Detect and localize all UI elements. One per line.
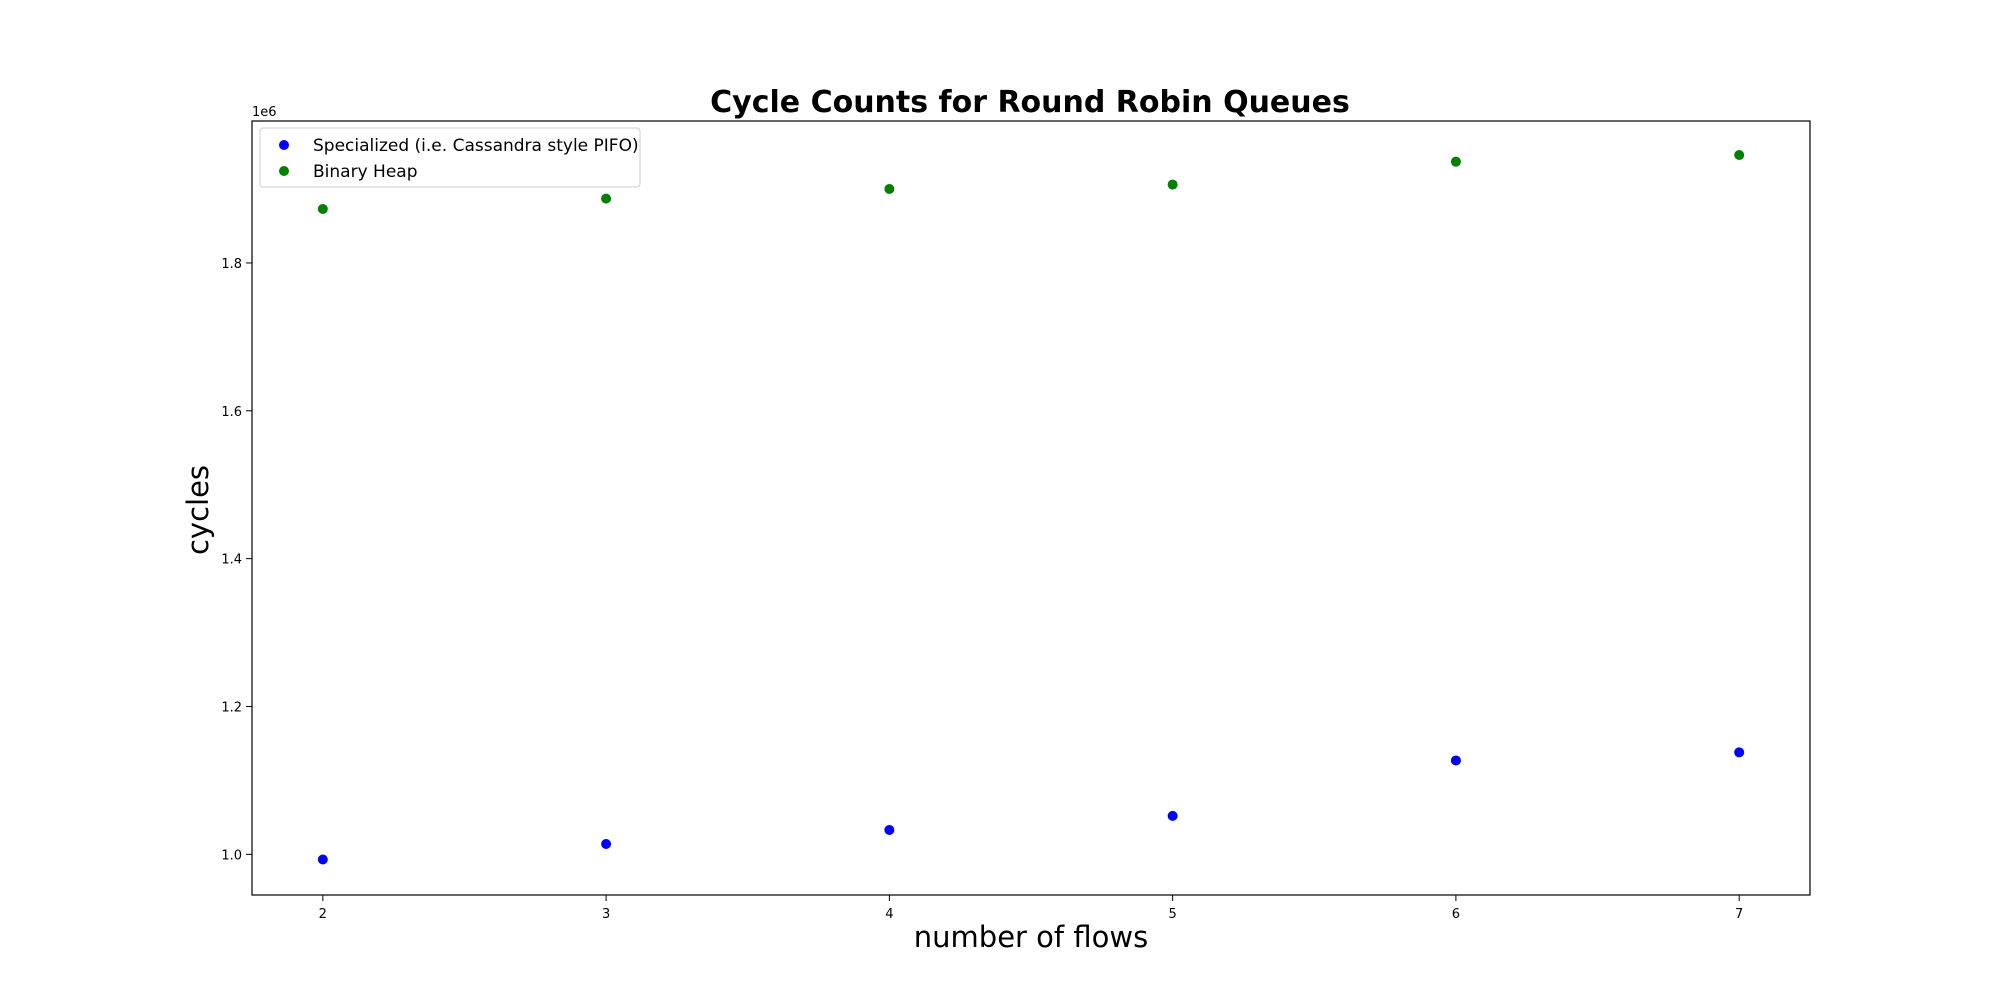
- data-point: [884, 824, 895, 835]
- y-tick-label: 1.8: [221, 257, 242, 272]
- data-point: [601, 193, 612, 204]
- data-point: [317, 203, 328, 214]
- data-point: [1167, 179, 1178, 190]
- legend: Specialized (i.e. Cassandra style PIFO) B…: [259, 127, 641, 188]
- data-point: [1167, 810, 1178, 821]
- data-point: [1450, 156, 1461, 167]
- legend-box: [259, 127, 641, 188]
- legend-marker: [279, 166, 289, 176]
- x-tick-label: 4: [885, 907, 893, 922]
- data-point: [1450, 755, 1461, 766]
- plot-area: [251, 120, 1811, 896]
- data-point: [601, 838, 612, 849]
- legend-label: Binary Heap: [313, 162, 417, 182]
- chart-title: Cycle Counts for Round Robin Queues: [710, 85, 1350, 120]
- data-point: [884, 184, 895, 195]
- y-axis-offset-label: 1e6: [252, 105, 277, 120]
- y-tick-label: 1.2: [221, 700, 242, 715]
- y-axis-label: cycles: [181, 465, 215, 555]
- y-tick-label: 1.0: [221, 848, 242, 863]
- x-tick-label: 6: [1452, 907, 1460, 922]
- legend-marker: [279, 140, 289, 150]
- x-tick-label: 5: [1168, 907, 1176, 922]
- x-axis-ticks: 2 3 4 5 6 7: [319, 895, 1743, 922]
- x-axis-label: number of flows: [914, 920, 1148, 954]
- x-tick-label: 2: [319, 907, 327, 922]
- y-tick-label: 1.4: [221, 553, 242, 568]
- y-axis-ticks: 1.0 1.2 1.4 1.6 1.8: [221, 257, 252, 863]
- data-points: [317, 150, 1745, 865]
- y-tick-label: 1.6: [221, 405, 242, 420]
- data-point: [317, 854, 328, 865]
- data-point: [1734, 747, 1745, 758]
- data-point: [1734, 150, 1745, 161]
- x-tick-label: 3: [602, 907, 610, 922]
- x-tick-label: 7: [1735, 907, 1743, 922]
- legend-label: Specialized (i.e. Cassandra style PIFO): [313, 136, 639, 156]
